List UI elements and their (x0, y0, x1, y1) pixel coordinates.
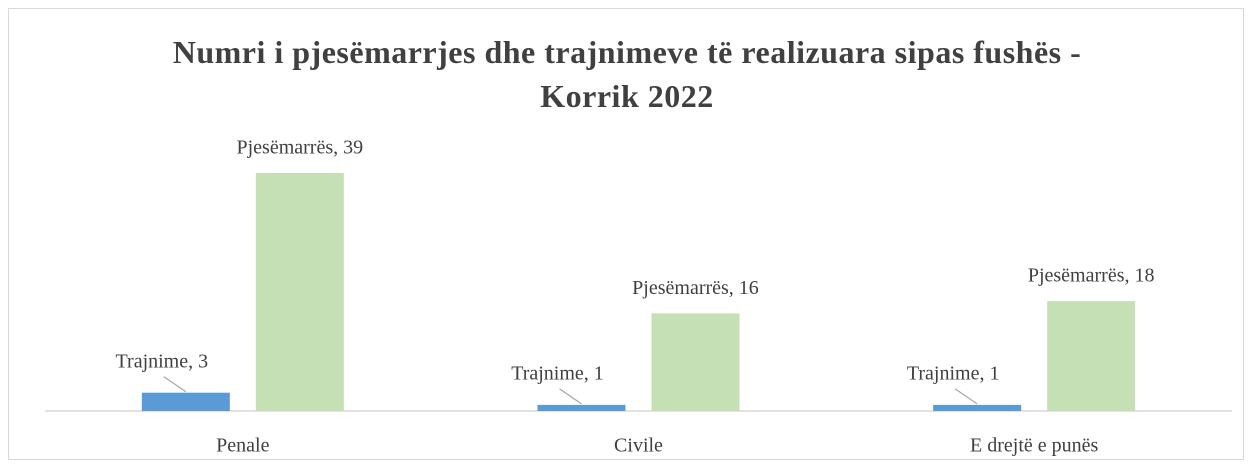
bar (141, 392, 230, 411)
leader-line (559, 388, 582, 405)
chart-title: Numri i pjesëmarrjes dhe trajnimeve të r… (172, 34, 1082, 114)
bar (255, 173, 344, 411)
bar (1047, 301, 1136, 411)
bar (933, 404, 1022, 411)
x-tick-label: Civile (614, 435, 663, 457)
data-label: Trajnime, 3 (116, 350, 209, 372)
leader-line (954, 388, 978, 405)
data-label: Pjesëmarrës, 16 (632, 277, 759, 299)
data-label: Trajnime, 1 (511, 362, 604, 384)
x-tick-label: E drejtë e punës (970, 435, 1098, 457)
x-tick-label: Penale (216, 435, 269, 457)
bar (651, 313, 740, 411)
data-label: Trajnime, 1 (907, 362, 1000, 384)
chart-frame (8, 8, 1244, 460)
bar (537, 404, 626, 411)
data-label: Pjesëmarrës, 39 (237, 137, 364, 159)
data-label: Pjesëmarrës, 18 (1028, 265, 1155, 287)
leader-line (163, 376, 187, 393)
